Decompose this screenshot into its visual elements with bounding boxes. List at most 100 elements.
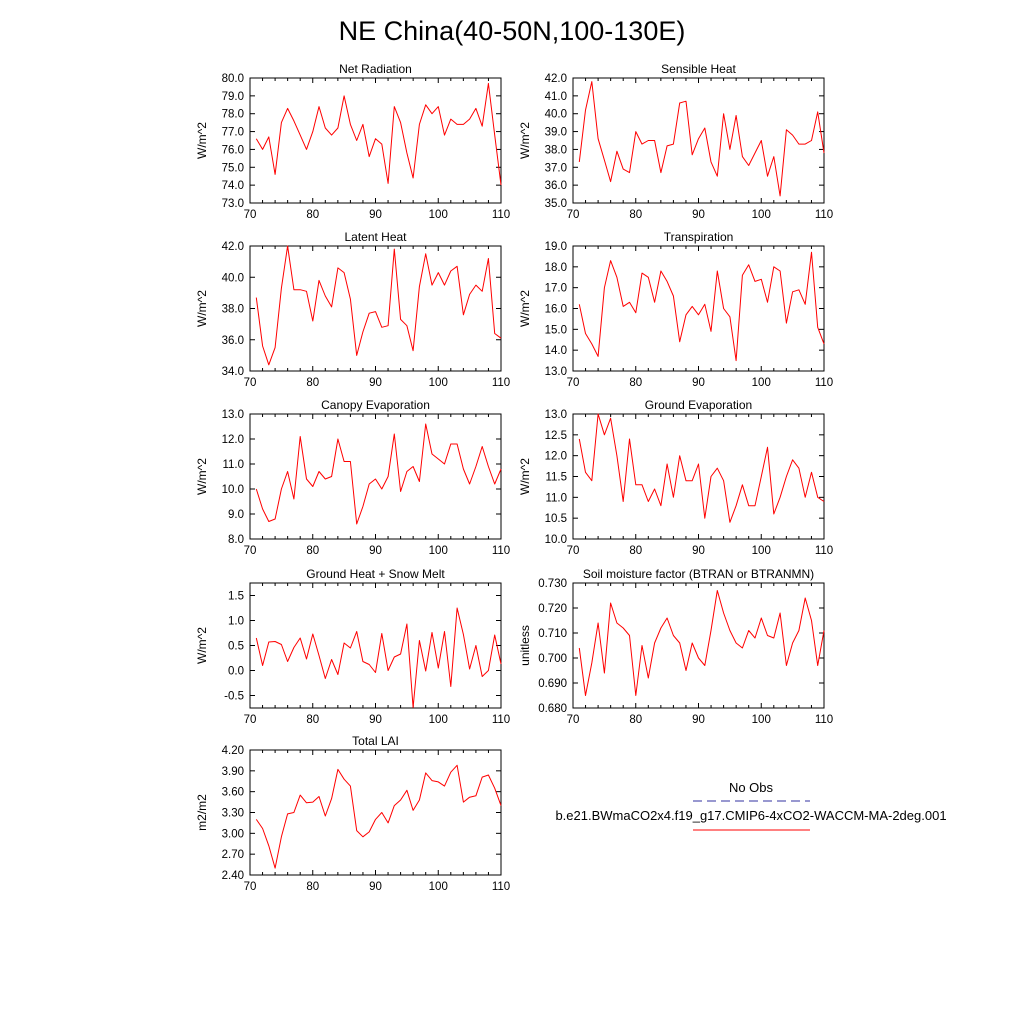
y-tick-label: 10.0 <box>545 534 567 546</box>
y-tick-label: 1.5 <box>228 591 244 603</box>
panel-title: Canopy Evaporation <box>321 398 430 412</box>
y-tick-label: 2.40 <box>222 870 244 882</box>
y-tick-label: 3.00 <box>222 828 244 840</box>
y-tick-label: 0.700 <box>538 653 567 665</box>
x-tick-label: 70 <box>567 714 580 726</box>
panel-net-radiation: Net Radiation W/m^2 73.0 74.0 75.0 76.0 77.0 78… <box>195 62 510 221</box>
y-tick-label: 40.0 <box>222 272 244 284</box>
x-tick-label: 80 <box>306 377 319 389</box>
series-line-soil-moisture-factor-btran-or-btranmn <box>578 590 825 696</box>
y-tick-label: 37.0 <box>545 162 567 174</box>
x-tick-label: 80 <box>306 545 319 557</box>
x-tick-label: 90 <box>692 377 705 389</box>
y-tick-label: 80.0 <box>222 73 244 85</box>
x-tick-label: 90 <box>369 377 382 389</box>
y-tick-label: 41.0 <box>545 91 567 103</box>
y-tick-label: 36.0 <box>545 180 567 192</box>
y-tick-label: 18.0 <box>545 262 567 274</box>
y-tick-label: 10.5 <box>545 513 567 525</box>
panel-title: Sensible Heat <box>661 62 736 76</box>
series-line-ground-heat-snow-melt <box>255 607 502 708</box>
plot-frame <box>249 413 502 540</box>
x-tick-label: 70 <box>244 545 257 557</box>
x-tick-label: 70 <box>567 545 580 557</box>
x-tick-label: 100 <box>429 209 448 221</box>
y-axis-label: W/m^2 <box>195 122 209 159</box>
y-tick-label: 19.0 <box>545 241 567 253</box>
x-tick-label: 90 <box>692 545 705 557</box>
y-tick-label: 13.0 <box>222 409 244 421</box>
panel-sensible-heat: Sensible Heat W/m^2 35.0 36.0 37.0 38.0 39.0 40… <box>518 62 833 221</box>
x-tick-label: 110 <box>492 209 510 221</box>
y-tick-label: 39.0 <box>545 127 567 139</box>
y-tick-label: 34.0 <box>222 366 244 378</box>
x-tick-label: 70 <box>244 714 257 726</box>
panel-title: Ground Heat + Snow Melt <box>306 567 445 581</box>
panel-transpiration: Transpiration W/m^2 13.0 14.0 15.0 16.0 17.0 18… <box>518 230 833 389</box>
panel-latent-heat: Latent Heat W/m^2 34.0 36.0 38.0 40.0 42.0 70 80… <box>195 230 510 389</box>
y-tick-label: 17.0 <box>545 283 567 295</box>
plot-frame <box>249 245 502 372</box>
y-tick-label: 79.0 <box>222 91 244 103</box>
y-tick-label: 11.5 <box>545 472 567 484</box>
x-tick-label: 80 <box>306 209 319 221</box>
y-tick-label: 74.0 <box>222 180 244 192</box>
x-tick-label: 100 <box>752 377 771 389</box>
y-axis-label: m2/m2 <box>195 794 209 831</box>
plot-frame <box>572 582 825 709</box>
plot-frame <box>249 582 502 709</box>
x-tick-label: 90 <box>692 714 705 726</box>
y-tick-label: 1.0 <box>228 616 244 628</box>
y-tick-label: 0.5 <box>228 641 244 653</box>
plot-frame <box>249 77 502 204</box>
x-tick-label: 80 <box>629 209 642 221</box>
x-tick-label: 110 <box>815 714 833 726</box>
x-tick-label: 90 <box>369 714 382 726</box>
series-line-ground-evaporation <box>578 413 825 523</box>
panel-title: Net Radiation <box>339 62 412 76</box>
y-tick-label: 0.0 <box>228 666 244 678</box>
x-tick-label: 80 <box>629 545 642 557</box>
y-axis-label: W/m^2 <box>195 458 209 495</box>
y-tick-label: 78.0 <box>222 109 244 121</box>
y-tick-label: 3.90 <box>222 766 244 778</box>
x-tick-label: 70 <box>244 209 257 221</box>
y-tick-label: 10.0 <box>222 484 244 496</box>
figure-title: NE China(40-50N,100-130E) <box>339 16 686 46</box>
legend-model-label: b.e21.BWmaCO2x4.f19_g17.CMIP6-4xCO2-WACC… <box>555 808 946 823</box>
panel-total-lai: Total LAI m2/m2 2.40 2.70 3.00 3.30 3.60 3.90 4.… <box>195 734 510 893</box>
x-tick-label: 110 <box>815 209 833 221</box>
x-tick-label: 110 <box>492 714 510 726</box>
y-tick-label: 15.0 <box>545 324 567 336</box>
x-tick-label: 80 <box>629 377 642 389</box>
plot-frame <box>572 245 825 372</box>
panel-title: Soil moisture factor (BTRAN or BTRANMN) <box>583 567 814 581</box>
y-tick-label: 11.0 <box>222 459 244 471</box>
x-tick-label: 110 <box>492 545 510 557</box>
y-tick-label: 3.60 <box>222 787 244 799</box>
y-tick-label: 40.0 <box>545 109 567 121</box>
series-line-sensible-heat <box>578 81 825 197</box>
x-tick-label: 100 <box>752 714 771 726</box>
y-tick-label: 8.0 <box>228 534 244 546</box>
y-tick-label: 14.0 <box>545 345 567 357</box>
y-axis-label: W/m^2 <box>518 458 532 495</box>
y-axis-label: unitless <box>518 625 532 666</box>
x-tick-label: 90 <box>692 209 705 221</box>
y-axis-label: W/m^2 <box>518 122 532 159</box>
panel-soil-moisture-factor-btran-or-btranmn: Soil moisture factor (BTRAN or BTRANMN) u… <box>518 567 833 726</box>
y-tick-label: 13.0 <box>545 409 567 421</box>
plot-frame <box>249 749 502 876</box>
y-tick-label: 3.30 <box>222 808 244 820</box>
panel-ground-evaporation: Ground Evaporation W/m^2 10.0 10.5 11.0 11.5 1… <box>518 398 833 557</box>
series-line-latent-heat <box>255 245 502 366</box>
y-tick-label: 0.690 <box>538 678 567 690</box>
y-tick-label: 0.730 <box>538 578 567 590</box>
x-tick-label: 100 <box>429 714 448 726</box>
panel-canopy-evaporation: Canopy Evaporation W/m^2 8.0 9.0 10.0 11.0 12.… <box>195 398 510 557</box>
y-tick-label: 16.0 <box>545 304 567 316</box>
y-tick-label: 76.0 <box>222 144 244 156</box>
series-line-transpiration <box>578 251 825 362</box>
y-tick-label: 13.0 <box>545 366 567 378</box>
panel-title: Latent Heat <box>344 230 407 244</box>
